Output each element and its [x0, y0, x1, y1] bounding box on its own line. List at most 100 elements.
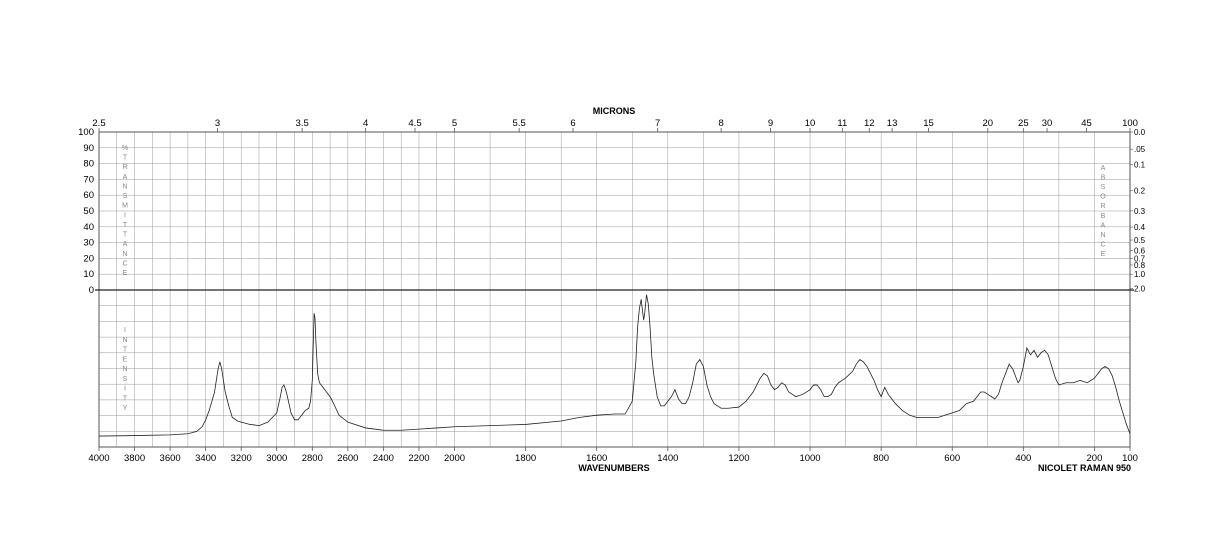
x-tick-label: 800 — [873, 453, 889, 464]
absorbance-vertical-letter: B — [1101, 213, 1106, 220]
x-tick-label: 2000 — [444, 453, 465, 464]
transmittance-vertical-letter: % — [122, 145, 128, 152]
absorbance-tick-label: 0.8 — [1134, 261, 1146, 270]
transmittance-vertical-letter: C — [122, 260, 127, 267]
absorbance-tick-label: .05 — [1134, 145, 1146, 154]
transmittance-tick-label: 100 — [78, 127, 94, 138]
x-tick-label: 1200 — [728, 453, 749, 464]
absorbance-vertical-letter: O — [1100, 194, 1106, 201]
transmittance-vertical-letter: A — [123, 174, 128, 181]
x-tick-label: 2800 — [302, 453, 323, 464]
absorbance-vertical-letter: N — [1100, 232, 1105, 239]
micron-tick-label: 20 — [983, 118, 994, 129]
x-tick-label: 600 — [944, 453, 960, 464]
x-tick-label: 2600 — [337, 453, 358, 464]
intensity-vertical-letter: I — [124, 327, 126, 334]
absorbance-vertical-letter: S — [1101, 184, 1106, 191]
micron-tick-label: 10 — [805, 118, 816, 129]
absorbance-vertical-letter: B — [1101, 175, 1106, 182]
transmittance-vertical-letter: S — [123, 193, 128, 200]
micron-tick-label: 7 — [655, 118, 660, 129]
micron-tick-label: 25 — [1018, 118, 1029, 129]
transmittance-tick-label: 40 — [83, 222, 94, 233]
micron-tick-label: 100 — [1122, 118, 1138, 129]
intensity-vertical-letter: T — [123, 347, 128, 354]
transmittance-tick-label: 90 — [83, 143, 94, 154]
transmittance-vertical-letter: T — [123, 155, 128, 162]
micron-tick-label: 5.5 — [513, 118, 526, 129]
axes — [95, 128, 1134, 451]
absorbance-vertical-letter: R — [1100, 203, 1105, 210]
micron-tick-label: 6 — [570, 118, 575, 129]
x-tick-label: 200 — [1087, 453, 1103, 464]
transmittance-vertical-letter: N — [122, 183, 127, 190]
absorbance-tick-label: 0.2 — [1134, 186, 1146, 195]
absorbance-tick-label: 0.3 — [1134, 207, 1146, 216]
chart-title: MICRONS — [593, 106, 636, 116]
x-tick-label: 3400 — [195, 453, 216, 464]
x-axis-label: WAVENUMBERS — [578, 463, 649, 473]
transmittance-tick-label: 0 — [89, 285, 94, 296]
transmittance-tick-label: 50 — [83, 206, 94, 217]
transmittance-tick-label: 30 — [83, 238, 94, 249]
x-tick-label: 3800 — [124, 453, 145, 464]
micron-tick-label: 15 — [923, 118, 934, 129]
x-tick-label: 1600 — [586, 453, 607, 464]
instrument-label: NICOLET RAMAN 950 — [1038, 463, 1131, 473]
absorbance-tick-label: 0.1 — [1134, 160, 1146, 169]
micron-tick-label: 9 — [768, 118, 773, 129]
transmittance-vertical-letter: N — [122, 251, 127, 258]
transmittance-vertical-letter: R — [122, 164, 127, 171]
absorbance-tick-label: 0.0 — [1134, 128, 1146, 137]
transmittance-tick-label: 80 — [83, 159, 94, 170]
intensity-vertical-letter: S — [123, 376, 128, 383]
x-tick-label: 400 — [1015, 453, 1031, 464]
intensity-vertical-letter: I — [124, 386, 126, 393]
transmittance-vertical-letter: E — [123, 270, 128, 277]
micron-tick-label: 8 — [719, 118, 724, 129]
transmittance-vertical-letter: M — [122, 203, 128, 210]
spectrum-line — [98, 294, 1131, 437]
transmittance-vertical-letter: A — [123, 241, 128, 248]
absorbance-vertical-letter: C — [1100, 241, 1105, 248]
x-tick-label: 100 — [1122, 453, 1138, 464]
absorbance-tick-label: 1.0 — [1134, 270, 1146, 279]
x-tick-label: 3600 — [160, 453, 181, 464]
x-tick-label: 1000 — [799, 453, 820, 464]
micron-tick-label: 12 — [864, 118, 875, 129]
x-tick-label: 3200 — [231, 453, 252, 464]
micron-tick-label: 4 — [363, 118, 368, 129]
intensity-vertical-letter: T — [123, 395, 128, 402]
absorbance-tick-label: 0.4 — [1134, 223, 1146, 232]
x-tick-label: 1400 — [657, 453, 678, 464]
transmittance-tick-label: 20 — [83, 253, 94, 264]
micron-tick-label: 2.5 — [92, 118, 105, 129]
micron-tick-label: 11 — [837, 118, 847, 129]
micron-tick-label: 45 — [1081, 118, 1092, 129]
spectrum-series — [98, 294, 1131, 437]
micron-tick-label: 13 — [887, 118, 898, 129]
absorbance-vertical-letter: A — [1101, 222, 1106, 229]
absorbance-vertical-letter: E — [1101, 251, 1106, 258]
absorbance-vertical-letter: A — [1101, 165, 1106, 172]
micron-tick-label: 4.5 — [408, 118, 421, 129]
x-tick-label: 2200 — [408, 453, 429, 464]
x-tick-label: 4000 — [88, 453, 109, 464]
x-tick-label: 3000 — [266, 453, 287, 464]
axis-labels: MICRONS WAVENUMBERS NICOLET RAMAN 950 40… — [78, 106, 1146, 473]
micron-tick-label: 30 — [1042, 118, 1053, 129]
transmittance-vertical-letter: T — [123, 222, 128, 229]
absorbance-tick-label: 2.0 — [1134, 284, 1146, 293]
intensity-vertical-letter: N — [122, 337, 127, 344]
absorbance-tick-label: 0.7 — [1134, 254, 1146, 263]
transmittance-vertical-letter: I — [124, 212, 126, 219]
x-tick-label: 2400 — [373, 453, 394, 464]
transmittance-tick-label: 70 — [83, 174, 94, 185]
intensity-vertical-letter: E — [123, 356, 128, 363]
absorbance-tick-label: 0.5 — [1134, 236, 1146, 245]
transmittance-tick-label: 10 — [83, 269, 94, 280]
micron-tick-label: 3 — [215, 118, 220, 129]
intensity-vertical-letter: Y — [123, 405, 128, 412]
